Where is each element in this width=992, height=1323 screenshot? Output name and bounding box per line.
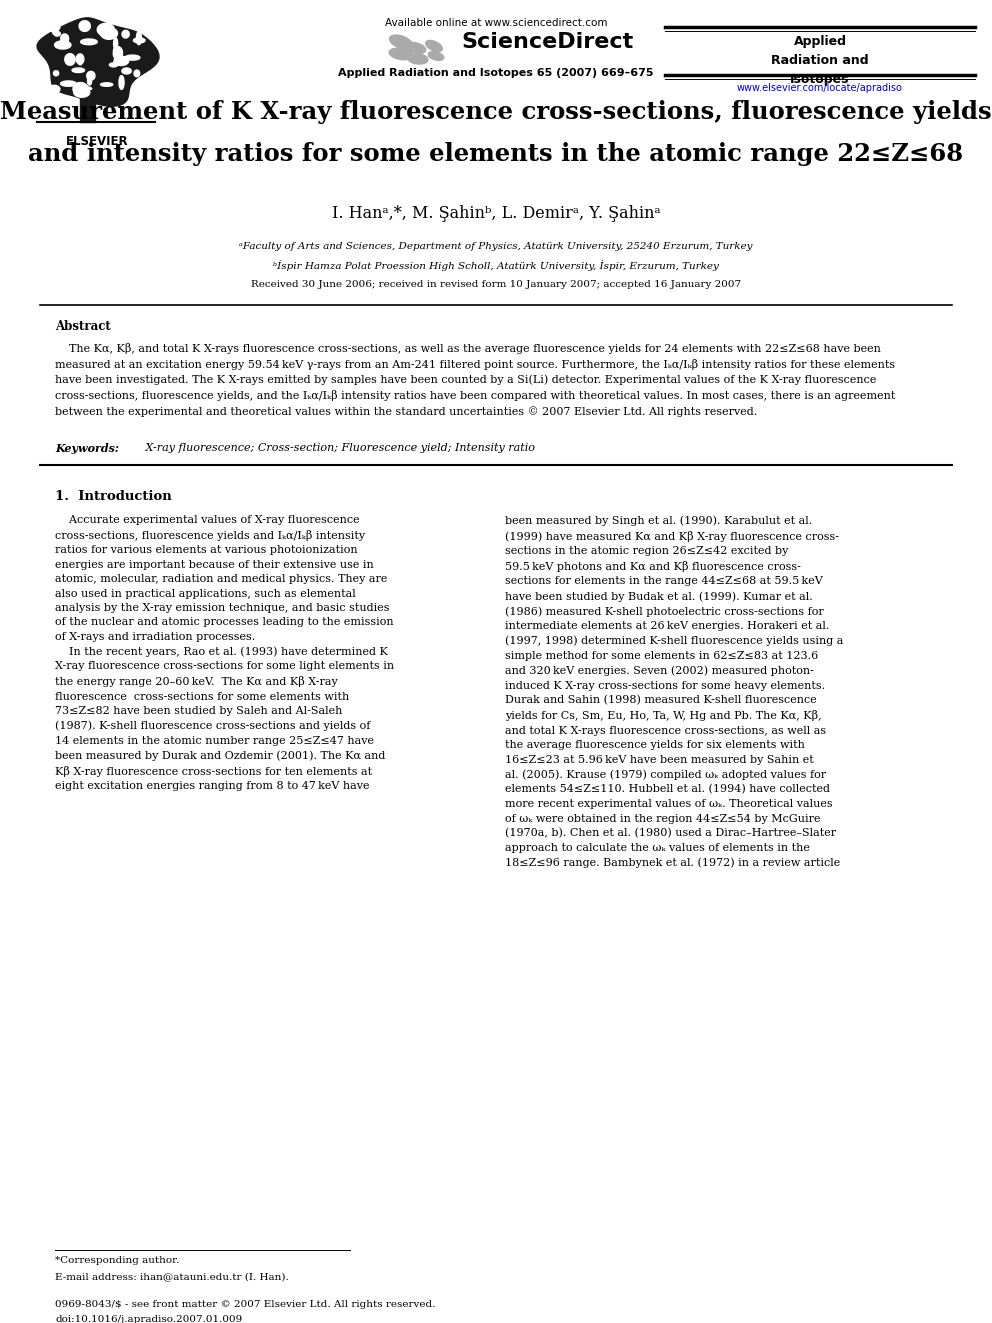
Bar: [80, 87, 95, 122]
Polygon shape: [114, 57, 129, 66]
Text: Keywords:: Keywords:: [55, 443, 119, 454]
Polygon shape: [37, 17, 159, 106]
Polygon shape: [74, 83, 81, 87]
Polygon shape: [100, 83, 113, 86]
Polygon shape: [390, 34, 413, 49]
Polygon shape: [76, 54, 84, 65]
Polygon shape: [122, 30, 129, 38]
Polygon shape: [113, 46, 122, 60]
Polygon shape: [134, 70, 140, 77]
Polygon shape: [113, 48, 122, 54]
Text: 1.  Introduction: 1. Introduction: [55, 490, 172, 503]
Polygon shape: [53, 26, 58, 34]
Polygon shape: [72, 67, 84, 73]
Polygon shape: [429, 52, 443, 61]
Polygon shape: [408, 54, 428, 64]
Polygon shape: [80, 38, 97, 45]
Polygon shape: [426, 41, 442, 52]
Polygon shape: [49, 85, 60, 93]
Text: Available online at www.sciencedirect.com: Available online at www.sciencedirect.co…: [385, 19, 607, 28]
Text: Abstract: Abstract: [55, 320, 111, 333]
Text: Accurate experimental values of X-ray fluorescence
cross-sections, fluorescence : Accurate experimental values of X-ray fl…: [55, 515, 394, 791]
Polygon shape: [389, 48, 413, 60]
Text: *Corresponding author.: *Corresponding author.: [55, 1256, 180, 1265]
Polygon shape: [122, 67, 131, 74]
Polygon shape: [55, 32, 61, 36]
Polygon shape: [79, 21, 90, 32]
Text: ELSEVIER: ELSEVIER: [65, 135, 128, 148]
Text: E-mail address: ihan@atauni.edu.tr (I. Han).: E-mail address: ihan@atauni.edu.tr (I. H…: [55, 1271, 289, 1281]
Polygon shape: [48, 21, 61, 32]
Text: and intensity ratios for some elements in the atomic range 22≤Z≤68: and intensity ratios for some elements i…: [29, 142, 963, 165]
Text: Measurement of K X-ray fluorescence cross-sections, fluorescence yields: Measurement of K X-ray fluorescence cros…: [0, 101, 992, 124]
Text: ScienceDirect: ScienceDirect: [461, 32, 633, 52]
Polygon shape: [77, 86, 91, 90]
Polygon shape: [134, 38, 145, 42]
Polygon shape: [73, 82, 88, 95]
Text: been measured by Singh et al. (1990). Karabulut et al.
(1999) have measured Kα a: been measured by Singh et al. (1990). Ka…: [505, 515, 843, 868]
Text: ᵃFaculty of Arts and Sciences, Department of Physics, Atatürk University, 25240 : ᵃFaculty of Arts and Sciences, Departmen…: [239, 242, 753, 251]
Text: Received 30 June 2006; received in revised form 10 January 2007; accepted 16 Jan: Received 30 June 2006; received in revis…: [251, 280, 741, 288]
Polygon shape: [54, 70, 59, 75]
Text: I. Hanᵃ,*, M. Şahinᵇ, L. Demirᵃ, Y. Şahinᵃ: I. Hanᵃ,*, M. Şahinᵇ, L. Demirᵃ, Y. Şahi…: [331, 205, 661, 222]
Text: Applied
Radiation and
Isotopes: Applied Radiation and Isotopes: [771, 34, 869, 86]
Polygon shape: [61, 81, 76, 86]
Polygon shape: [407, 42, 426, 53]
Polygon shape: [97, 24, 114, 36]
Polygon shape: [55, 41, 71, 49]
Text: 0969-8043/$ - see front matter © 2007 Elsevier Ltd. All rights reserved.: 0969-8043/$ - see front matter © 2007 El…: [55, 1301, 435, 1308]
Polygon shape: [64, 54, 75, 65]
Polygon shape: [78, 54, 82, 65]
Text: Applied Radiation and Isotopes 65 (2007) 669–675: Applied Radiation and Isotopes 65 (2007)…: [338, 67, 654, 78]
Text: X-ray fluorescence; Cross-section; Fluorescence yield; Intensity ratio: X-ray fluorescence; Cross-section; Fluor…: [142, 443, 535, 452]
Polygon shape: [61, 34, 68, 42]
Text: doi:10.1016/j.apradiso.2007.01.009: doi:10.1016/j.apradiso.2007.01.009: [55, 1315, 242, 1323]
Polygon shape: [100, 28, 117, 40]
Polygon shape: [73, 87, 90, 98]
Text: The Kα, Kβ, and total K X-rays fluorescence cross-sections, as well as the avera: The Kα, Kβ, and total K X-rays fluoresce…: [55, 343, 896, 417]
Polygon shape: [137, 32, 142, 45]
Polygon shape: [114, 38, 118, 50]
Text: ᵇİspir Hamza Polat Proession High Scholl, Atatürk University, İspir, Erzurum, Tu: ᵇİspir Hamza Polat Proession High Scholl…: [273, 261, 719, 271]
Polygon shape: [119, 75, 124, 90]
Polygon shape: [86, 71, 95, 81]
Polygon shape: [87, 77, 91, 85]
Polygon shape: [109, 62, 118, 67]
Polygon shape: [125, 56, 140, 60]
Text: www.elsevier.com/locate/apradiso: www.elsevier.com/locate/apradiso: [737, 83, 903, 93]
